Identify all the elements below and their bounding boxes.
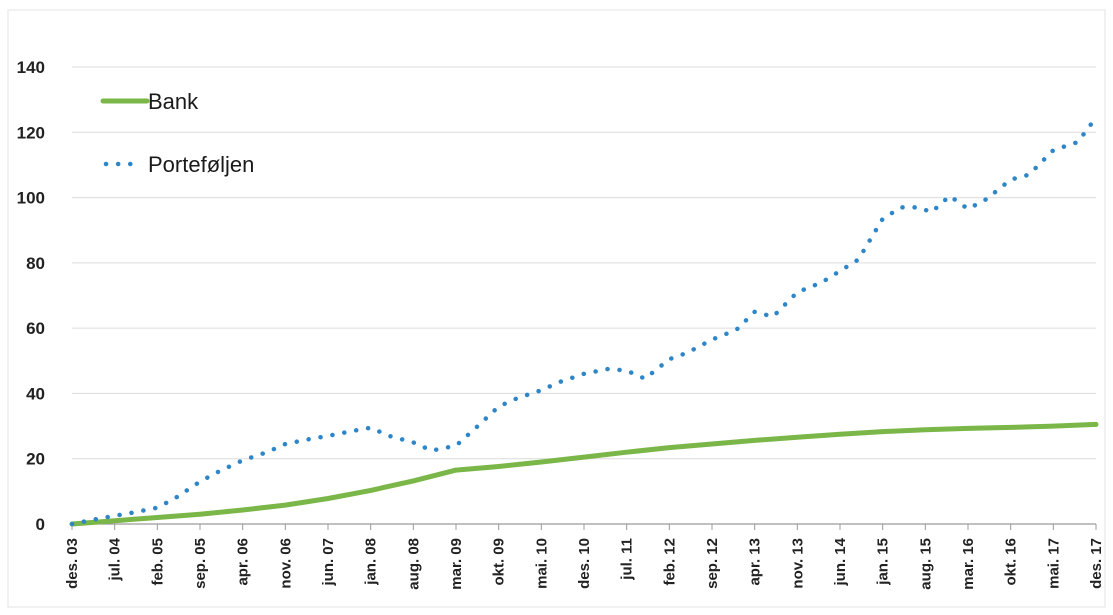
x-tick-label: nov. 06	[277, 538, 294, 589]
y-tick-label: 80	[26, 254, 45, 273]
legend-bank-label: Bank	[148, 89, 199, 114]
x-tick-label: aug. 08	[405, 538, 422, 590]
x-tick-label: sep. 05	[192, 538, 209, 589]
x-tick-label: nov. 13	[789, 538, 806, 589]
x-tick-label: okt. 09	[491, 538, 508, 586]
y-tick-label: 140	[17, 58, 45, 77]
x-tick-label: jun. 14	[832, 537, 849, 586]
x-tick-label: mar. 16	[960, 538, 977, 590]
x-tick-label: des. 10	[576, 538, 593, 589]
x-tick-label: mai. 10	[533, 538, 550, 589]
x-tick-label: des. 03	[64, 538, 81, 589]
grid-layer	[72, 66, 1096, 460]
series-layer	[69, 115, 1099, 527]
legend-porteføljen-label: Porteføljen	[148, 152, 254, 177]
x-tick-label: apr. 06	[235, 538, 252, 586]
x-tick-label: mai. 17	[1045, 538, 1062, 589]
chart-frame	[7, 9, 1106, 608]
series-line-0	[69, 421, 1099, 527]
series-line-1	[69, 115, 1099, 527]
x-tick-label: jul. 11	[619, 538, 636, 581]
axis-layer: 0 20 40 60 80 100 120 140 des. 03 jul. 04 feb. 05 s…	[17, 58, 1105, 590]
x-tick-label: jan. 08	[363, 538, 380, 586]
x-tick-label: sep. 12	[704, 538, 721, 589]
x-tick-label: aug. 15	[917, 538, 934, 590]
x-tick-label: des. 17	[1088, 538, 1105, 589]
x-tick-label: jul. 04	[107, 537, 124, 581]
y-tick-label: 40	[26, 384, 45, 403]
legend-item-bank: Bank	[100, 89, 199, 114]
x-tick-label: jun. 07	[320, 538, 337, 587]
x-tick-label: apr. 13	[747, 538, 764, 586]
legend: Bank Porteføljen	[100, 89, 254, 177]
y-tick-label: 100	[17, 189, 45, 208]
x-tick-label: feb. 12	[661, 538, 678, 586]
y-tick-label: 120	[17, 123, 45, 142]
x-tick-label: mar. 09	[448, 538, 465, 590]
x-tick-label: feb. 05	[149, 538, 166, 586]
x-tick-label: jan. 15	[875, 538, 892, 586]
y-tick-label: 20	[26, 450, 45, 469]
y-tick-label: 60	[26, 319, 45, 338]
x-tick-label: okt. 16	[1003, 538, 1020, 586]
legend-item-porteføljen: Porteføljen	[103, 152, 254, 177]
y-tick-label: 0	[36, 515, 45, 534]
